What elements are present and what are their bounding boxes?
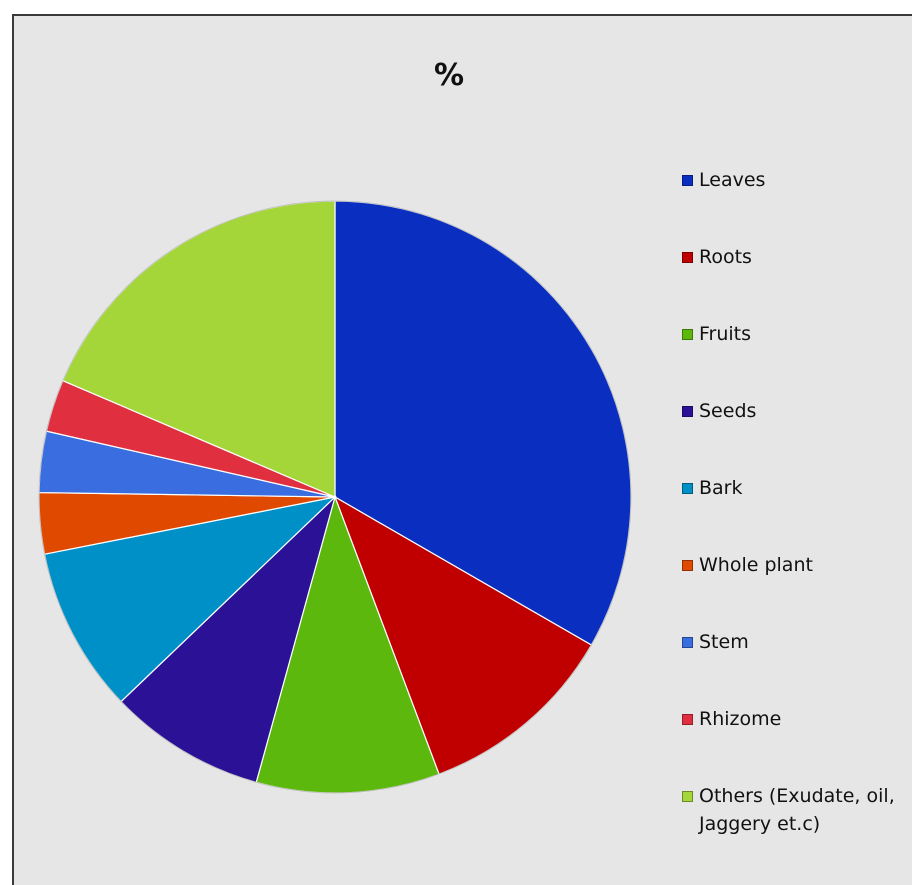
chart-title: %	[434, 58, 465, 93]
pie-outline	[38, 200, 632, 794]
legend-item: Seeds	[682, 397, 912, 425]
legend-label: Bark	[699, 477, 743, 499]
chart-frame: % Leaves Roots Fruits Seeds Bark Whole plant S…	[12, 14, 912, 885]
legend-label: Leaves	[699, 169, 766, 191]
legend-label: Whole plant	[699, 554, 813, 576]
legend-label: Seeds	[699, 400, 757, 422]
legend-swatch	[682, 483, 693, 494]
legend-item: Fruits	[682, 320, 912, 348]
legend-item: Roots	[682, 243, 912, 271]
legend-item: Others (Exudate, oil, Jaggery et.c)	[682, 782, 912, 838]
legend-label: Stem	[699, 631, 749, 653]
pie-slice-bark	[43, 496, 337, 703]
legend-swatch	[682, 252, 693, 263]
pie-slice-leaves	[334, 200, 632, 646]
pie-slice-roots	[333, 495, 593, 775]
legend-swatch	[682, 329, 693, 340]
pie-chart	[38, 200, 632, 794]
legend-label: Fruits	[699, 323, 752, 345]
legend-item: Rhizome	[682, 705, 912, 733]
legend-swatch	[682, 637, 693, 648]
legend-swatch	[682, 791, 693, 802]
legend-item: Bark	[682, 474, 912, 502]
legend-swatch	[682, 560, 693, 571]
legend-swatch	[682, 406, 693, 417]
legend-item: Whole plant	[682, 551, 912, 579]
pie-slice-seeds	[120, 495, 337, 784]
legend-label: Others (Exudate, oil, Jaggery et.c)	[699, 785, 895, 835]
pie-slice-others	[62, 200, 336, 498]
legend-swatch	[682, 175, 693, 186]
legend-item: Leaves	[682, 166, 912, 194]
legend-swatch	[682, 714, 693, 725]
legend-label: Roots	[699, 246, 752, 268]
legend-label: Rhizome	[699, 708, 782, 730]
legend-item: Stem	[682, 628, 912, 656]
pie-slice-fruits	[255, 495, 440, 794]
